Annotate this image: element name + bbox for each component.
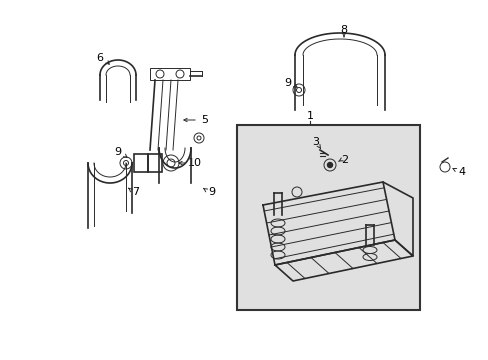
Text: 4: 4 (458, 167, 465, 177)
Text: 5: 5 (201, 115, 208, 125)
Bar (148, 154, 162, 172)
Circle shape (327, 162, 332, 167)
Text: 7: 7 (132, 187, 139, 197)
Text: 9: 9 (208, 187, 215, 197)
Bar (134, 154, 148, 172)
Text: 8: 8 (340, 25, 347, 35)
Text: 10: 10 (187, 158, 202, 168)
Text: 1: 1 (306, 111, 313, 121)
Text: 9: 9 (114, 147, 122, 157)
Text: 3: 3 (312, 137, 319, 147)
Text: 9: 9 (284, 78, 291, 88)
Bar (237, 125, 419, 310)
Bar (150, 68, 190, 80)
Text: 6: 6 (96, 53, 103, 63)
Text: 2: 2 (341, 155, 348, 165)
